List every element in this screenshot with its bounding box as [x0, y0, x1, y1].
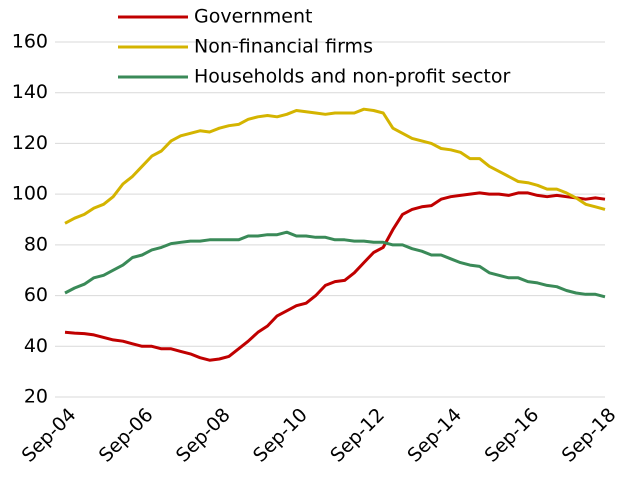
series-line: [64, 107, 606, 225]
y-tick-label: 140: [12, 81, 48, 103]
series-line: [64, 191, 606, 362]
x-tick-label: Sep-18: [558, 404, 621, 467]
y-tick-label: 20: [24, 386, 48, 408]
x-tick-label: Sep-06: [95, 404, 158, 467]
x-tick-label: Sep-14: [403, 404, 466, 467]
y-tick-label: 60: [24, 284, 48, 306]
series-line: [64, 230, 606, 299]
x-tick-label: Sep-04: [18, 404, 81, 467]
legend-label: Households and non-profit sector: [194, 66, 510, 88]
legend-label: Government: [194, 6, 313, 28]
x-tick-label: Sep-08: [172, 404, 235, 467]
y-tick-label: 120: [12, 132, 48, 154]
y-tick-label: 100: [12, 183, 48, 205]
y-tick-label: 40: [24, 335, 48, 357]
x-tick-label: Sep-10: [249, 404, 312, 467]
legend-label: Non-financial firms: [194, 36, 373, 58]
y-tick-label: 80: [24, 233, 48, 255]
x-tick-label: Sep-12: [326, 404, 389, 467]
y-tick-label: 160: [12, 31, 48, 53]
x-tick-label: Sep-16: [480, 404, 543, 467]
